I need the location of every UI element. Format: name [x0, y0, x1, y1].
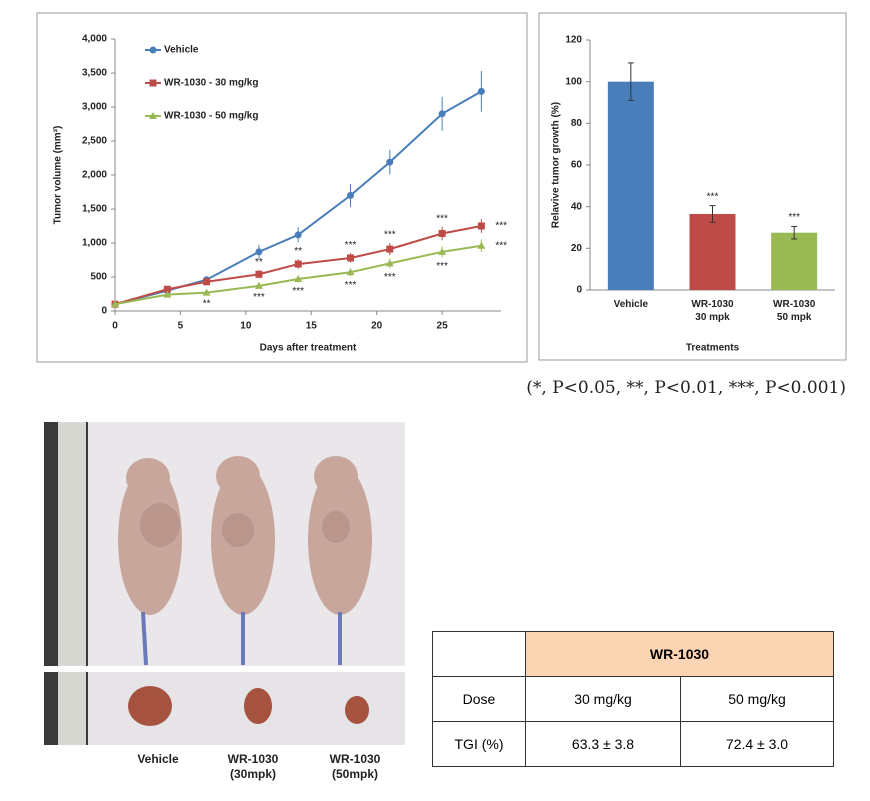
point: [386, 245, 394, 253]
significance-label: ***: [436, 261, 448, 272]
photo-label: WR-1030 (50mpk): [329, 752, 381, 781]
y-tick-label: 120: [565, 35, 582, 46]
point: [347, 191, 355, 199]
y-axis-title: Tumor volume (mm³): [53, 126, 64, 225]
x-tick-label: 5: [178, 321, 184, 332]
point: [438, 247, 447, 255]
y-tick-label: 100: [565, 76, 582, 87]
point: [202, 288, 211, 296]
point: [294, 275, 303, 283]
tgi-table: WR-1030 Dose 30 mg/kg 50 mg/kg TGI (%) 63.3…: [432, 631, 834, 767]
point: [163, 285, 171, 293]
y-tick-label: 2,500: [82, 136, 107, 147]
point: [255, 248, 263, 256]
y-tick-label: 40: [571, 201, 583, 212]
legend-label: WR-1030 - 30 mg/kg: [164, 78, 258, 89]
x-tick-label: 15: [306, 321, 318, 332]
point: [347, 254, 355, 262]
x-tick-label: Vehicle: [613, 299, 649, 310]
table-cell: Dose: [432, 676, 526, 722]
point: [255, 270, 263, 278]
x-tick-label: 20: [371, 321, 383, 332]
table-cell: 50 mg/kg: [680, 676, 834, 722]
significance-note: (*, P<0.05, **, P<0.01, ***, P<0.001): [526, 378, 846, 398]
bar: [607, 81, 654, 291]
x-axis-title: Treatments: [686, 343, 740, 354]
x-tick-label: WR-1030 30 mpk: [691, 299, 734, 323]
y-tick-label: 3,000: [82, 102, 107, 113]
point: [203, 278, 211, 286]
y-tick-label: 1,000: [82, 238, 107, 249]
legend-marker: [149, 46, 157, 54]
y-tick-label: 0: [101, 306, 107, 317]
bar: [771, 232, 818, 290]
photo: [44, 422, 405, 745]
y-tick-label: 1,500: [82, 204, 107, 215]
legend-label: Vehicle: [164, 45, 199, 56]
significance-label: ***: [384, 230, 396, 241]
x-tick-label: 0: [112, 321, 118, 332]
point: [438, 110, 446, 118]
photo-label: Vehicle: [137, 752, 179, 766]
x-tick-label: WR-1030 50 mpk: [773, 299, 816, 323]
bar: [689, 213, 736, 290]
legend-label: WR-1030 - 50 mg/kg: [164, 111, 258, 122]
x-axis-title: Days after treatment: [260, 343, 357, 354]
table-cell: TGI (%): [432, 721, 526, 767]
y-tick-label: 80: [571, 118, 583, 129]
point: [111, 300, 119, 308]
y-tick-label: 4,000: [82, 34, 107, 45]
table-group: WR-1030: [525, 631, 834, 677]
point: [438, 229, 446, 237]
significance-label: **: [294, 246, 302, 257]
significance-label: ***: [345, 240, 357, 251]
y-axis-title: Relavive tumor growth (%): [551, 102, 562, 228]
point: [346, 268, 355, 276]
point: [477, 222, 485, 230]
point: [386, 158, 394, 166]
significance-label: ***: [384, 272, 396, 283]
significance-label: ***: [436, 213, 448, 224]
significance-label: ***: [253, 292, 265, 303]
point: [294, 260, 302, 268]
y-tick-label: 60: [571, 160, 583, 171]
line-chart-frame: [36, 12, 528, 363]
point: [477, 241, 486, 249]
significance-label: **: [203, 298, 211, 309]
significance-label: **: [255, 257, 263, 268]
significance-label: ***: [345, 280, 357, 291]
x-tick-label: 10: [240, 321, 252, 332]
point: [385, 259, 394, 267]
y-tick-label: 2,000: [82, 170, 107, 181]
photo-label: WR-1030 (30mpk): [227, 752, 279, 781]
y-tick-label: 3,500: [82, 68, 107, 79]
point: [254, 281, 263, 289]
table-cell: 63.3 ± 3.8: [525, 721, 681, 767]
significance-label: ***: [707, 191, 719, 202]
y-tick-label: 500: [90, 272, 107, 283]
point: [477, 87, 485, 95]
x-tick-label: 25: [437, 321, 449, 332]
y-tick-label: 20: [571, 243, 583, 254]
table-cell: 30 mg/kg: [525, 676, 681, 722]
legend-marker: [149, 112, 157, 119]
table-cell: 72.4 ± 3.0: [680, 721, 834, 767]
significance-label: ***: [788, 212, 800, 223]
significance-label: ***: [495, 240, 507, 251]
y-tick-label: 0: [576, 285, 582, 296]
significance-label: ***: [495, 221, 507, 232]
point: [163, 290, 172, 298]
significance-label: ***: [292, 286, 304, 297]
legend-marker: [149, 79, 157, 87]
point: [294, 231, 302, 239]
